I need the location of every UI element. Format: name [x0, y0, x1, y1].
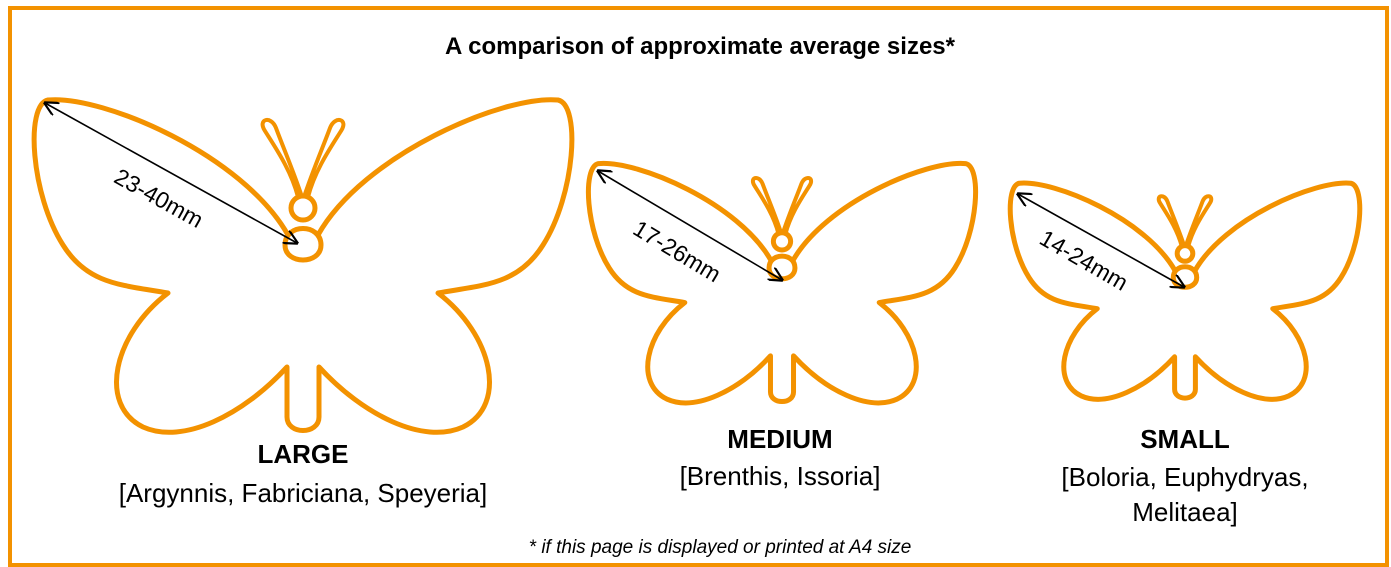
title: A comparison of approximate average size…: [445, 33, 956, 60]
size-name: MEDIUM: [727, 424, 832, 454]
footnote: * if this page is displayed or printed a…: [529, 537, 912, 558]
size-name: LARGE: [258, 439, 349, 469]
size-name: SMALL: [1140, 424, 1230, 454]
diagram: A comparison of approximate average size…: [0, 0, 1391, 567]
butterfly-outline: [1010, 183, 1360, 399]
genera: [Argynnis, Fabriciana, Speyeria]: [119, 478, 488, 508]
genera: [Boloria, Euphydryas,: [1061, 462, 1308, 492]
genera: Melitaea]: [1132, 497, 1238, 527]
genera: [Brenthis, Issoria]: [680, 461, 881, 491]
butterfly-outline: [34, 100, 572, 433]
